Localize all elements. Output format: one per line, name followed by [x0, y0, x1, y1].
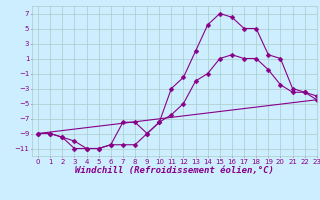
X-axis label: Windchill (Refroidissement éolien,°C): Windchill (Refroidissement éolien,°C)	[75, 166, 274, 175]
